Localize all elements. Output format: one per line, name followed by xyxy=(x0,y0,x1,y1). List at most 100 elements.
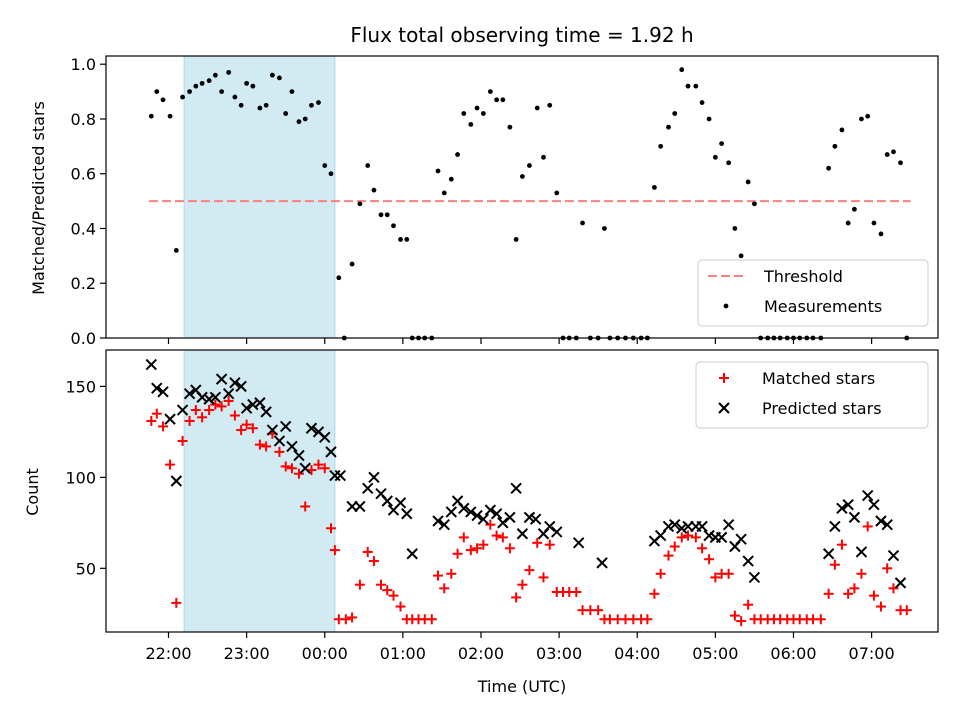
matched-star-point xyxy=(236,425,247,436)
measurement-point xyxy=(277,75,282,81)
y-tick-label: 0.4 xyxy=(71,219,96,238)
matched-star-point xyxy=(190,405,201,416)
measurement-point xyxy=(328,171,334,177)
predicted-star-point xyxy=(286,440,298,453)
matched-star-point xyxy=(478,539,489,550)
measurement-point xyxy=(745,179,751,185)
matched-star-point xyxy=(325,523,336,534)
predicted-star-point xyxy=(381,495,393,507)
matched-star-point xyxy=(843,588,854,599)
x-b xyxy=(842,498,854,511)
y-tick-label: 150 xyxy=(65,377,96,396)
measurement-point xyxy=(244,80,250,86)
x-b xyxy=(458,502,470,514)
matched-star-point xyxy=(216,401,227,412)
predicted-star-point xyxy=(176,404,189,416)
matched-star-point xyxy=(388,590,399,601)
predicted-star-point xyxy=(293,449,305,462)
x-tick-label: 00:00 xyxy=(302,644,348,663)
predicted-star-point xyxy=(894,577,907,589)
matched-star-point xyxy=(823,588,834,599)
measurement-point xyxy=(193,83,199,89)
measurement-point xyxy=(494,97,500,103)
measurement-point xyxy=(719,141,725,147)
matched-star-point xyxy=(329,545,340,556)
x-b xyxy=(312,426,325,438)
predicted-star-point xyxy=(596,557,608,569)
x-tick-label: 05:00 xyxy=(692,644,738,663)
predicted-star-point xyxy=(748,571,761,584)
matched-star-point xyxy=(254,439,265,450)
measurement-point xyxy=(283,111,289,116)
x-b xyxy=(273,435,286,447)
x-b xyxy=(151,382,163,394)
measurement-point xyxy=(852,206,857,212)
predicted-star-point xyxy=(157,386,169,398)
predicted-star-point xyxy=(484,504,497,516)
x-b xyxy=(572,537,585,549)
measurement-point xyxy=(658,143,664,149)
y-tick-label: 0.6 xyxy=(71,165,96,184)
predicted-star-point xyxy=(516,528,529,540)
chart-title: Flux total observing time = 1.92 h xyxy=(350,23,693,47)
x-tick-label: 23:00 xyxy=(224,644,270,663)
matched-star-point xyxy=(274,446,285,457)
matched-star-point xyxy=(426,614,437,625)
x-b xyxy=(305,422,318,434)
measurement-point xyxy=(212,72,218,78)
predicted-star-point xyxy=(183,387,196,400)
matched-star-point xyxy=(354,579,365,590)
predicted-star-point xyxy=(438,518,450,531)
predicted-star-point xyxy=(319,431,331,444)
x-axis-label: Time (UTC) xyxy=(477,677,566,696)
predicted-star-point xyxy=(471,509,483,522)
measurement-point xyxy=(257,105,263,111)
x-b xyxy=(247,398,259,411)
measurement-point xyxy=(270,72,275,78)
legend-label: Matched stars xyxy=(762,369,875,388)
matched-star-point xyxy=(497,532,508,543)
matched-star-point xyxy=(882,563,893,574)
measurement-point xyxy=(336,275,342,281)
measurement-point xyxy=(322,163,328,168)
x-b xyxy=(703,529,715,542)
measurement-point xyxy=(480,111,486,116)
matched-star-point xyxy=(856,568,867,579)
predicted-star-point xyxy=(273,435,286,447)
x-b xyxy=(432,515,444,527)
matched-star-point xyxy=(347,612,358,623)
x-b xyxy=(293,449,305,462)
matched-star-point xyxy=(375,579,386,590)
measurement-point xyxy=(238,102,244,108)
matched-star-point xyxy=(642,614,653,625)
x-b xyxy=(266,424,279,436)
matched-star-point xyxy=(504,543,515,554)
measurement-point xyxy=(487,89,493,94)
x-b xyxy=(465,506,477,518)
matched-star-point xyxy=(439,583,450,594)
y-tick-label: 0.0 xyxy=(71,329,96,348)
matched-star-point xyxy=(655,568,666,579)
matched-star-point xyxy=(171,597,182,608)
x-tick-label: 02:00 xyxy=(458,644,504,663)
measurement-point xyxy=(357,201,363,207)
measurement-point xyxy=(685,83,691,89)
measurement-point xyxy=(455,152,460,157)
top-y-axis-label: Matched/Predicted stars xyxy=(29,101,48,295)
predicted-star-point xyxy=(551,526,563,538)
predicted-star-point xyxy=(406,548,418,560)
x-b xyxy=(362,482,374,494)
matched-star-point xyxy=(452,548,463,559)
measurement-point xyxy=(826,165,832,171)
predicted-star-point xyxy=(299,462,311,474)
matched-star-point xyxy=(247,423,258,434)
y-tick-label: 50 xyxy=(76,559,96,578)
x-tick-label: 07:00 xyxy=(849,644,895,663)
x-b xyxy=(190,384,202,396)
x-b xyxy=(490,508,503,520)
measurement-point xyxy=(384,212,390,218)
x-b xyxy=(544,520,556,533)
measurement-point xyxy=(884,152,890,157)
matched-star-point xyxy=(736,616,747,627)
legend-label: Threshold xyxy=(763,267,843,286)
